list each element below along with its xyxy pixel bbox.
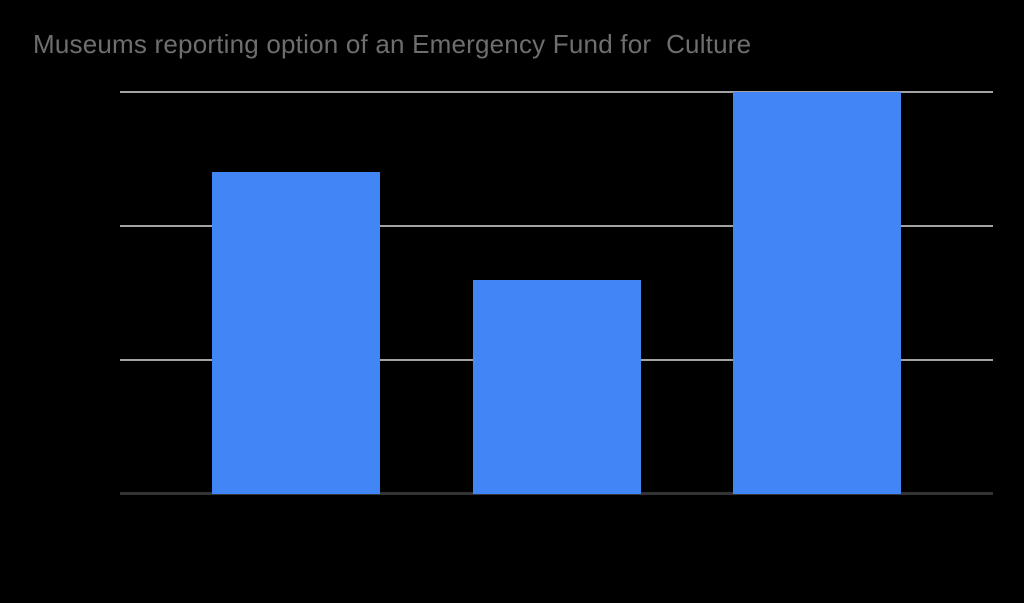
bar-3	[732, 92, 901, 494]
bar-1	[212, 172, 381, 494]
plot-area	[120, 91, 993, 495]
y-gridline	[120, 91, 993, 93]
chart-title: Museums reporting option of an Emergency…	[33, 29, 752, 59]
bars-layer	[120, 92, 993, 494]
bar-2	[472, 279, 641, 494]
y-gridline	[120, 225, 993, 228]
